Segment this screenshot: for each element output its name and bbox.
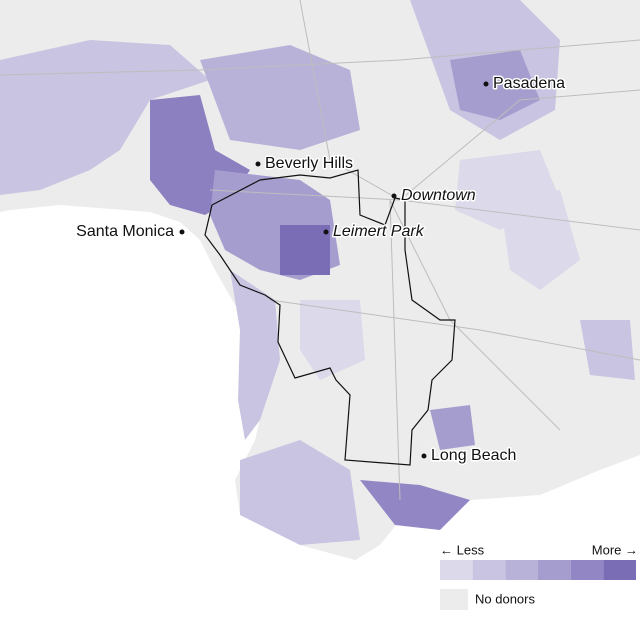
place-label: Beverly Hills bbox=[265, 155, 353, 172]
legend-swatch bbox=[570, 560, 604, 580]
legend-swatch bbox=[538, 560, 571, 580]
place-label: Santa Monica bbox=[76, 223, 174, 240]
legend-swatch bbox=[440, 560, 473, 580]
city-boundary bbox=[204, 169, 456, 466]
land bbox=[0, 0, 640, 560]
legend-no-data-swatch bbox=[440, 589, 468, 610]
place-dot bbox=[483, 81, 489, 87]
legend-more: More → bbox=[592, 542, 638, 557]
place-dot bbox=[255, 161, 261, 167]
legend: ← Less More → No donors bbox=[432, 538, 640, 618]
place-dot bbox=[179, 229, 185, 235]
place-dot bbox=[421, 453, 427, 459]
roads bbox=[0, 0, 640, 501]
place-label: Long Beach bbox=[431, 447, 516, 464]
legend-less: ← Less bbox=[440, 542, 485, 557]
legend-swatch bbox=[472, 560, 506, 580]
legend-swatch bbox=[505, 560, 538, 580]
place-label: Downtown bbox=[401, 187, 476, 204]
place-label: Leimert Park bbox=[333, 223, 425, 240]
place-dot bbox=[323, 229, 329, 235]
legend-no-data-label: No donors bbox=[475, 591, 535, 606]
place-dot bbox=[391, 193, 397, 199]
legend-swatch bbox=[603, 560, 636, 580]
place-label: Pasadena bbox=[493, 75, 565, 92]
